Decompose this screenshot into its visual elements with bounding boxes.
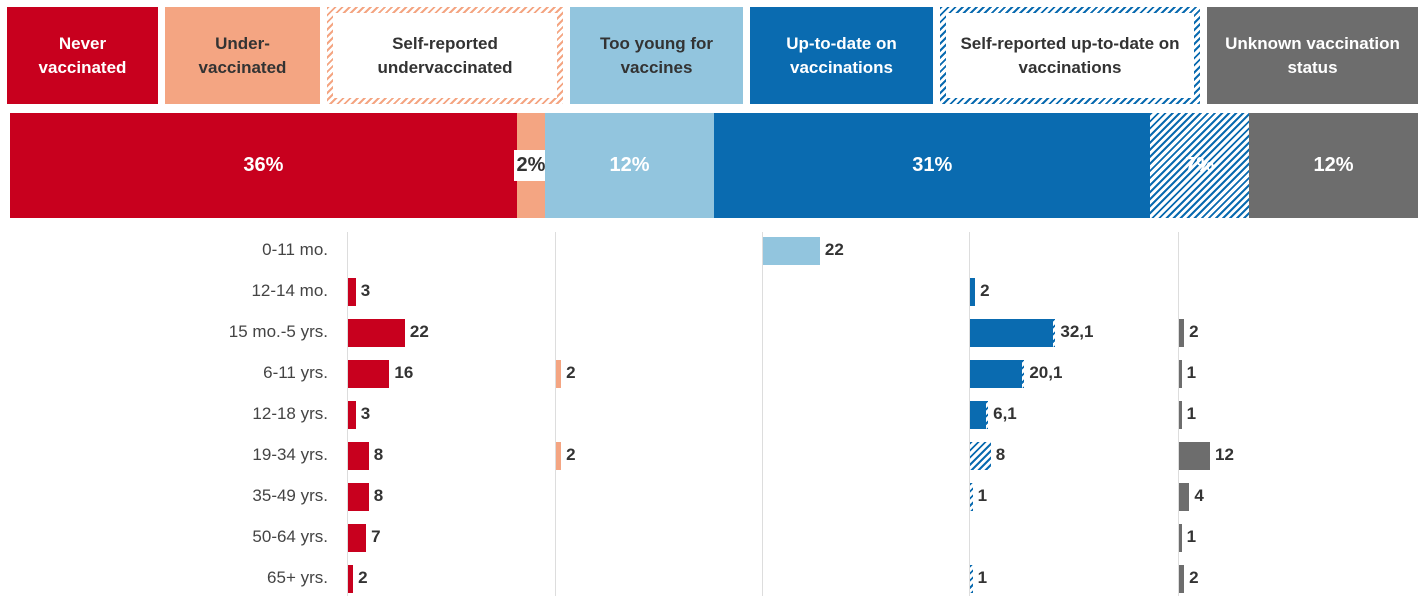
legend-label: Self-reported undervaccinated (377, 33, 513, 77)
share-label: 7% (1185, 154, 1215, 176)
bar (556, 360, 562, 388)
bar (970, 565, 973, 593)
bar (348, 319, 405, 347)
value-label: 2 (358, 568, 368, 587)
age-label: 19-34 yrs. (252, 445, 328, 464)
value-label: 20,1 (1029, 363, 1063, 382)
age-label: 50-64 yrs. (252, 527, 328, 546)
share-label: 36% (243, 154, 284, 176)
bar (970, 442, 991, 470)
panel-separator (347, 232, 348, 596)
age-label: 6-11 yrs. (263, 363, 328, 382)
legend-inner: Self-reported undervaccinated (333, 13, 557, 98)
bar (970, 401, 986, 429)
bar (348, 483, 369, 511)
share-segment: 36% (10, 113, 517, 218)
bar (970, 483, 973, 511)
value-label: 1 (1186, 363, 1197, 382)
legend-label: Never vaccinated (7, 7, 158, 104)
share-segment: 7% (1150, 113, 1250, 218)
bar (1179, 319, 1185, 347)
share-segment: 31% (714, 113, 1151, 218)
age-label: 0-11 mo. (262, 240, 328, 259)
bar (763, 237, 820, 265)
bar (985, 401, 989, 429)
panel-separator (555, 232, 556, 596)
bar (970, 278, 976, 306)
bar (1179, 401, 1182, 429)
value-label: 1 (977, 568, 988, 587)
value-label: 16 (394, 363, 414, 382)
bar (1179, 442, 1211, 470)
value-label: 2 (566, 363, 576, 382)
bar (1021, 360, 1025, 388)
bar (970, 360, 1022, 388)
bar (348, 565, 354, 593)
age-label: 12-14 mo. (251, 281, 328, 300)
age-label: 12-18 yrs. (252, 404, 328, 423)
value-label: 3 (360, 404, 371, 423)
value-label: 2 (1189, 568, 1199, 587)
value-label: 12 (1215, 445, 1234, 464)
share-label: 2% (513, 150, 549, 181)
legend-label: Self-reported up-to-date on vaccinations (960, 33, 1180, 77)
panel-separator (762, 232, 763, 596)
legend-label: Unknown vaccination status (1207, 7, 1418, 104)
bar (348, 401, 356, 429)
bar (556, 442, 562, 470)
value-label: 8 (373, 486, 384, 505)
value-label: 8 (995, 445, 1006, 464)
age-label: 65+ yrs. (267, 568, 328, 587)
value-label: 32,1 (1060, 322, 1094, 341)
legend-label: Up-to-date on vaccinations (750, 7, 933, 104)
bar (348, 360, 390, 388)
legend-label: Too young for vaccines (570, 7, 743, 104)
value-label: 4 (1194, 486, 1204, 505)
legend-inner: Self-reported up-to-date on vaccinations (946, 13, 1194, 98)
bar (1179, 565, 1185, 593)
bar (970, 319, 1053, 347)
value-label: 2 (566, 445, 576, 464)
value-label: 1 (1186, 527, 1197, 546)
share-segment: 12% (545, 113, 714, 218)
panel-separator (1178, 232, 1179, 596)
share-label: 12% (609, 154, 650, 176)
panel-separator (969, 232, 970, 596)
age-label: 15 mo.-5 yrs. (228, 322, 328, 341)
bar (1179, 524, 1182, 552)
bar (1179, 360, 1182, 388)
share-segment: 12% (1249, 113, 1418, 218)
legend-swatch: Self-reported up-to-date on vaccinations (940, 7, 1200, 104)
value-label: 22 (824, 240, 844, 259)
value-label: 2 (1189, 322, 1199, 341)
value-label: 6,1 (993, 404, 1017, 423)
legend-label: Under-vaccinated (165, 7, 320, 104)
bar (348, 278, 356, 306)
legend-swatch: Self-reported undervaccinated (327, 7, 563, 104)
value-label: 1 (1186, 404, 1197, 423)
value-label: 8 (373, 445, 384, 464)
bar (1179, 483, 1190, 511)
bar (348, 442, 369, 470)
value-label: 7 (371, 527, 381, 546)
share-label: 12% (1313, 154, 1354, 176)
value-label: 1 (977, 486, 988, 505)
value-label: 2 (980, 281, 990, 300)
value-label: 22 (409, 322, 429, 341)
bar (348, 524, 367, 552)
share-segment: 2% (513, 113, 549, 218)
bar (1052, 319, 1056, 347)
age-label: 35-49 yrs. (252, 486, 328, 505)
value-label: 3 (360, 281, 371, 300)
share-label: 31% (912, 154, 953, 176)
